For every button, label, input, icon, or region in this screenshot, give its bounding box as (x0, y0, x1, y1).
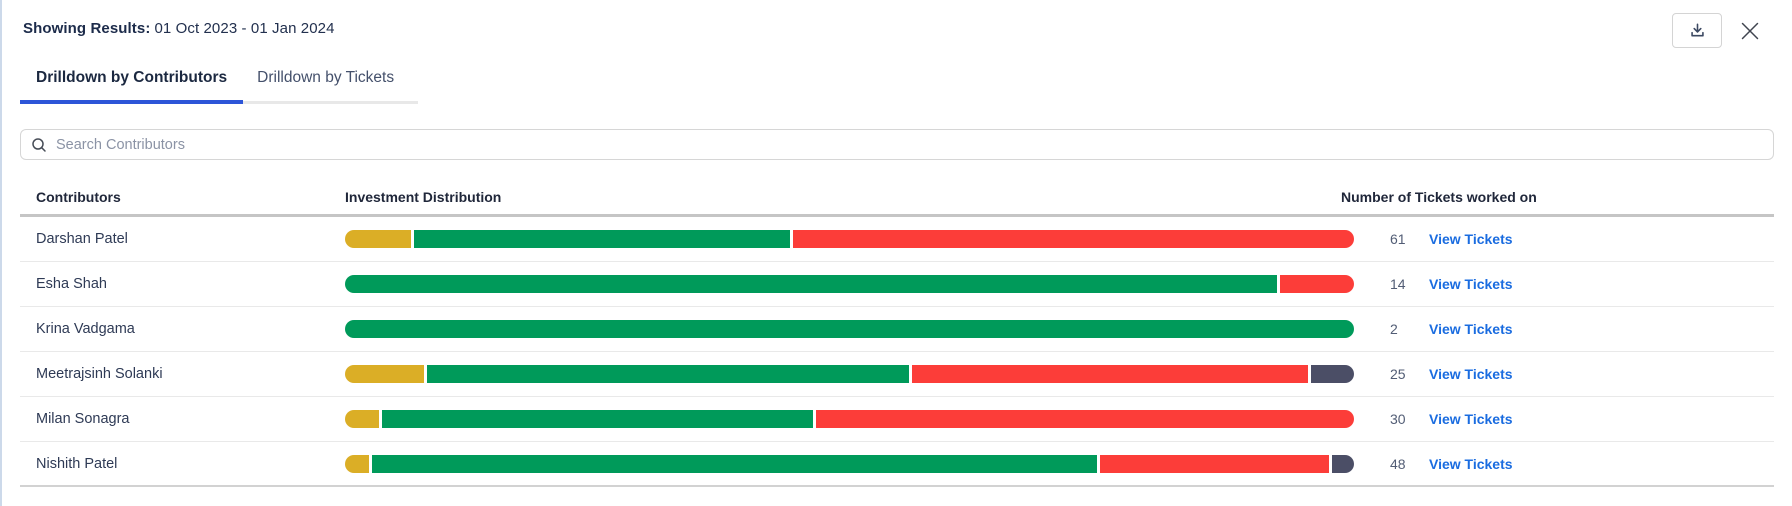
bar-segment-yellow (345, 230, 411, 248)
tab-drilldown-by-contributors[interactable]: Drilldown by Contributors (20, 69, 244, 104)
bar-segment-dark (1310, 365, 1354, 383)
tickets-count: 2 (1390, 321, 1398, 337)
date-range: 01 Oct 2023 - 01 Jan 2024 (154, 20, 335, 37)
table-row: Milan Sonagra 30 View Tickets (20, 397, 1774, 442)
download-icon (1689, 22, 1706, 39)
tickets-count: 61 (1390, 231, 1406, 247)
contributors-table: Contributors Investment Distribution Num… (20, 180, 1774, 487)
contributor-name: Milan Sonagra (36, 411, 130, 427)
showing-results-label: Showing Results: (23, 20, 151, 37)
investment-distribution-bar (345, 275, 1354, 293)
view-tickets-link[interactable]: View Tickets (1429, 366, 1513, 382)
investment-distribution-bar (345, 365, 1354, 383)
investment-distribution-bar (345, 230, 1354, 248)
table-row: Nishith Patel 48 View Tickets (20, 442, 1774, 487)
search-icon (31, 137, 47, 153)
top-bar: Showing Results: 01 Oct 2023 - 01 Jan 202… (2, 0, 1792, 48)
bar-segment-green (413, 230, 791, 248)
bar-segment-red (793, 230, 1354, 248)
col-investment-distribution: Investment Distribution (345, 189, 502, 205)
bar-segment-yellow (345, 454, 370, 473)
tickets-count: 48 (1390, 455, 1406, 472)
investment-distribution-cell (345, 365, 1354, 383)
contributor-name: Meetrajsinh Solanki (36, 366, 163, 382)
download-button[interactable] (1672, 13, 1722, 48)
close-button[interactable] (1735, 16, 1765, 46)
tickets-count: 30 (1390, 411, 1406, 427)
view-tickets-link[interactable]: View Tickets (1429, 411, 1513, 427)
bar-segment-red (1100, 454, 1329, 473)
view-tickets-link[interactable]: View Tickets (1429, 455, 1513, 472)
investment-distribution-cell (345, 410, 1354, 428)
col-contributors: Contributors (36, 189, 121, 205)
showing-results: Showing Results: 01 Oct 2023 - 01 Jan 202… (23, 20, 335, 37)
bar-segment-red (911, 365, 1308, 383)
contributor-name: Darshan Patel (36, 231, 128, 247)
investment-distribution-cell (345, 275, 1354, 293)
bar-segment-green (426, 365, 909, 383)
bar-segment-red (1279, 275, 1354, 293)
topbar-actions (1672, 13, 1765, 48)
tickets-count: 14 (1390, 276, 1406, 292)
bar-segment-green (345, 275, 1277, 293)
bar-segment-dark (1331, 454, 1354, 473)
table-row: Meetrajsinh Solanki 25 View Tickets (20, 352, 1774, 397)
bar-segment-green (382, 410, 813, 428)
close-icon (1738, 19, 1762, 43)
view-tickets-link[interactable]: View Tickets (1429, 231, 1513, 247)
bar-segment-green (372, 454, 1098, 473)
bar-segment-yellow (345, 410, 380, 428)
contributor-name: Nishith Patel (36, 455, 118, 472)
investment-distribution-cell (345, 320, 1354, 338)
contributor-name: Krina Vadgama (36, 321, 135, 337)
bar-segment-green (345, 320, 1354, 338)
table-row: Krina Vadgama 2 View Tickets (20, 307, 1774, 352)
investment-distribution-bar (345, 410, 1354, 428)
table-row: Esha Shah 14 View Tickets (20, 262, 1774, 307)
investment-distribution-bar (345, 454, 1354, 473)
bar-segment-yellow (345, 365, 424, 383)
search-box[interactable] (20, 129, 1774, 160)
table-body: Darshan Patel 61 View Tickets Esha Shah 14 Vi… (20, 217, 1774, 487)
investment-distribution-cell (345, 454, 1354, 473)
table-header: Contributors Investment Distribution Num… (20, 180, 1774, 217)
col-number-of-tickets: Number of Tickets worked on (1341, 189, 1537, 205)
table-row: Darshan Patel 61 View Tickets (20, 217, 1774, 262)
bar-segment-red (815, 410, 1354, 428)
tickets-count: 25 (1390, 366, 1406, 382)
tabs-bar: Drilldown by Contributors Drilldown by T… (20, 69, 419, 104)
view-tickets-link[interactable]: View Tickets (1429, 276, 1513, 292)
investment-distribution-cell (345, 230, 1354, 248)
investment-distribution-bar (345, 320, 1354, 338)
search-input[interactable] (56, 136, 1763, 153)
contributor-name: Esha Shah (36, 276, 107, 292)
view-tickets-link[interactable]: View Tickets (1429, 321, 1513, 337)
tab-drilldown-by-tickets[interactable]: Drilldown by Tickets (257, 69, 395, 86)
